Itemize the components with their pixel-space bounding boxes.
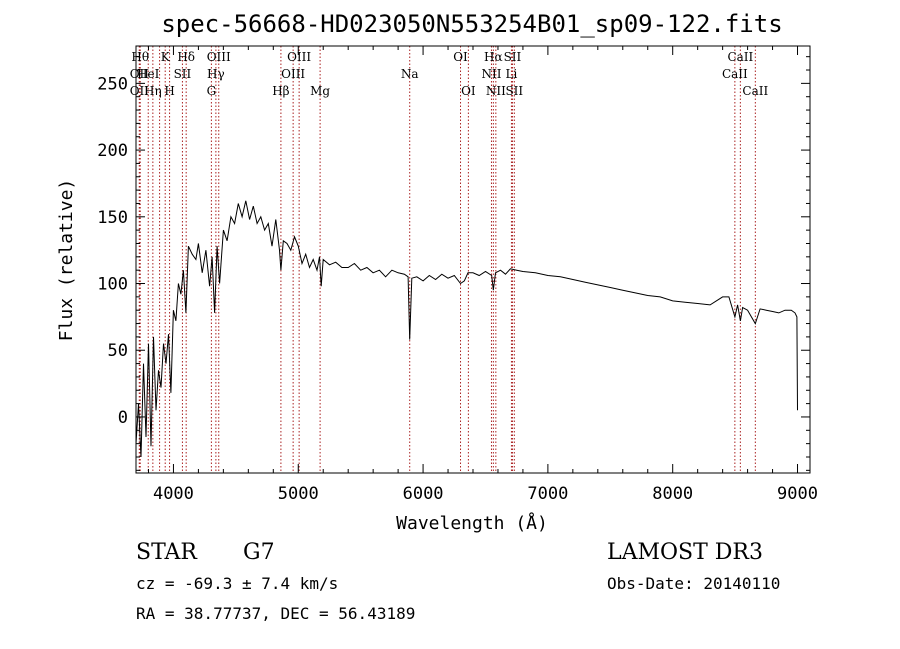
y-axis: 0 50 100 150 200 250 xyxy=(97,56,810,471)
y-axis-label: Flux (relative) xyxy=(56,179,77,342)
x-axis: 4000 5000 6000 7000 8000 9000 xyxy=(147,46,818,504)
plot-frame xyxy=(135,45,811,474)
line-marker-label: OI xyxy=(461,84,476,98)
line-marker-label: OII xyxy=(130,84,150,98)
x-tick-label: 9000 xyxy=(777,484,818,504)
line-marker-label: Mg xyxy=(310,84,330,98)
line-marker-label: NII xyxy=(486,84,506,98)
line-marker-label: Hα xyxy=(484,50,503,64)
spectral-line-labels: HθOIIOIIHeIHηKHSIIHδGHγOIIIHβOIIIOIIIMgN… xyxy=(130,50,769,98)
line-marker-label: Hδ xyxy=(177,50,195,64)
line-marker-label: OI xyxy=(453,50,468,64)
chart-title: spec-56668-HD023050N553254B01_sp09-122.f… xyxy=(161,10,782,38)
line-marker-label: H xyxy=(164,84,174,98)
line-marker-label: K xyxy=(161,50,171,64)
line-marker-label: SII xyxy=(505,84,523,98)
y-tick-label: 0 xyxy=(118,408,128,428)
x-tick-label: 5000 xyxy=(278,484,319,504)
line-marker-label: Hγ xyxy=(207,67,225,81)
spectral-line-markers xyxy=(138,46,756,473)
x-tick-label: 6000 xyxy=(403,484,444,504)
line-marker-label: G xyxy=(207,84,217,98)
line-marker-label: Li xyxy=(506,67,518,81)
observation-date: Obs-Date: 20140110 xyxy=(607,574,780,593)
y-tick-label: 200 xyxy=(97,141,128,161)
x-tick-label: 7000 xyxy=(527,484,568,504)
x-axis-label: Wavelength (Å) xyxy=(396,512,548,534)
y-tick-label: 250 xyxy=(97,74,128,94)
y-tick-label: 150 xyxy=(97,208,128,228)
survey-name: LAMOST DR3 xyxy=(607,540,763,565)
y-tick-label: 100 xyxy=(97,275,128,295)
x-tick-label: 4000 xyxy=(153,484,194,504)
line-marker-label: SII xyxy=(174,67,192,81)
x-tick-label: 8000 xyxy=(652,484,693,504)
sky-coordinates: RA = 38.77737, DEC = 56.43189 xyxy=(136,604,415,623)
object-subclass: G7 xyxy=(243,540,275,565)
line-marker-label: OIII xyxy=(287,50,311,64)
line-marker-label: CaII xyxy=(727,50,753,64)
line-marker-label: CaII xyxy=(722,67,748,81)
line-marker-label: NII xyxy=(481,67,501,81)
spectrum-series-line xyxy=(135,200,798,458)
redshift-velocity: cz = -69.3 ± 7.4 km/s xyxy=(136,574,338,593)
line-marker-label: Hθ xyxy=(131,50,149,64)
object-type: STAR xyxy=(136,540,198,565)
line-marker-label: SII xyxy=(504,50,522,64)
line-marker-label: CaII xyxy=(742,84,768,98)
line-marker-label: Na xyxy=(401,67,419,81)
line-marker-label: OIII xyxy=(207,50,231,64)
line-marker-label: Hη xyxy=(144,84,162,98)
line-marker-label: Hβ xyxy=(272,84,289,98)
y-tick-label: 50 xyxy=(108,341,128,361)
line-marker-label: OIII xyxy=(281,67,305,81)
line-marker-label: HeI xyxy=(137,67,160,81)
line-marker-label: OII xyxy=(130,67,150,81)
